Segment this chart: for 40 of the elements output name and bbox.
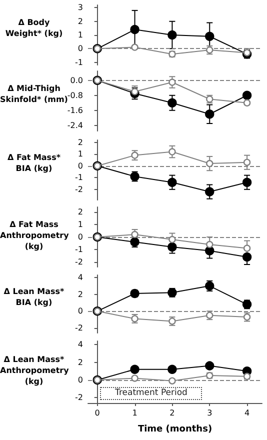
y-axis-title: Δ Body Weight* (kg) — [4, 17, 64, 39]
y-tick-label: 2 — [78, 358, 83, 367]
y-tick-label: -2.4 — [67, 120, 83, 130]
x-tick-label: 0 — [94, 408, 100, 418]
x-tick-label: 4 — [244, 408, 250, 418]
y-tick-label: 2 — [78, 138, 83, 147]
y-tick-label: 2 — [78, 290, 83, 299]
y-axis-title: Δ Lean Mass* BIA (kg) — [2, 286, 66, 308]
y-tick-label: -2 — [75, 323, 83, 332]
y-tick-label: -1 — [75, 58, 83, 67]
y-axis-title: Δ Mid-Thigh Skinfold* (mm) — [0, 83, 68, 105]
y-tick-label: -0.8 — [67, 90, 83, 100]
y-tick-label: -1 — [75, 245, 83, 254]
y-tick-label: 0.0 — [70, 76, 83, 85]
y-tick-label: 0 — [78, 375, 83, 384]
y-tick-label: -2 — [75, 258, 83, 266]
y-tick-label: 0 — [78, 44, 83, 54]
x-axis-title: Time (months) — [138, 424, 212, 434]
y-axis-title: Δ Lean Mass* Anthropometry (kg) — [0, 354, 69, 387]
x-tick-label: 3 — [207, 408, 212, 418]
y-tick-label: 0 — [78, 232, 83, 242]
x-tick-label: 1 — [132, 408, 138, 418]
y-tick-label: 2 — [78, 16, 83, 26]
y-tick-label: 0 — [78, 161, 83, 170]
y-tick-label: 4 — [78, 273, 83, 282]
y-tick-label: 1 — [78, 30, 83, 40]
y-tick-label: 3 — [78, 3, 83, 12]
y-tick-label: 4 — [78, 340, 83, 350]
y-tick-label: 1 — [78, 150, 83, 159]
text-box: Treatment Period — [100, 387, 202, 400]
y-axis-title: Δ Fat Mass Anthropometry (kg) — [0, 219, 69, 252]
y-tick-label: 2 — [78, 208, 83, 216]
y-tick-label: -1.6 — [67, 106, 83, 115]
y-tick-label: 1 — [78, 220, 83, 229]
y-tick-label: -1 — [75, 173, 83, 182]
y-tick-label: -2 — [75, 184, 83, 194]
y-axis-title: Δ Fat Mass* BIA (kg) — [6, 152, 62, 174]
y-tick-label: -2 — [75, 393, 83, 402]
x-tick-label: 2 — [170, 408, 175, 418]
y-tick-label: 0 — [78, 306, 83, 316]
